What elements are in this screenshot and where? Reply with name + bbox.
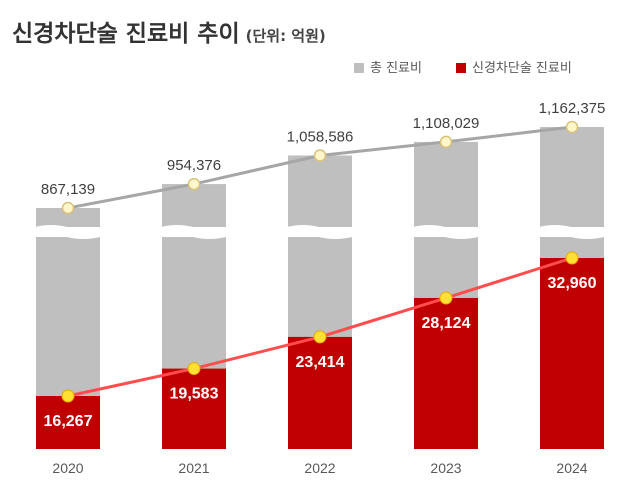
total-bar-upper-2020: [36, 208, 100, 227]
year-label-2023: 2023: [430, 460, 461, 476]
nvd-bar-2023: [414, 297, 478, 449]
total-marker-2024: [565, 120, 579, 134]
legend-swatch-total: [354, 63, 364, 73]
nvd-marker-2022: [313, 330, 327, 344]
total-marker-2023: [439, 135, 453, 149]
nvd-bar-2020: [36, 396, 100, 449]
chart-unit: (단위: 억원): [245, 27, 326, 45]
year-label-2022: 2022: [304, 460, 335, 476]
nvd-bar-2022: [288, 336, 352, 449]
nvd-marker-2021: [187, 362, 201, 376]
total-value-label-2022: 1,058,586: [287, 128, 354, 145]
axis-break-2020: [35, 225, 100, 239]
nvd-value-label-2022: 23,414: [296, 354, 345, 371]
total-marker-2022: [313, 149, 327, 162]
total-value-label-2023: 1,108,029: [413, 115, 480, 132]
total-value-label-2021: 954,376: [167, 157, 221, 174]
axis-break-2023: [413, 225, 478, 239]
total-bar-upper-2023: [414, 141, 478, 227]
year-label-2024: 2024: [556, 460, 587, 476]
total-value-label-2024: 1,162,375: [539, 100, 606, 117]
chart-title-text: 신경차단술 진료비 추이: [12, 21, 240, 47]
total-bar-upper-2024: [540, 127, 604, 227]
nvd-marker-2024: [565, 251, 579, 265]
axis-break-2024: [539, 225, 604, 239]
nvd-bar-2024: [540, 258, 604, 449]
legend-swatch-nvd: [456, 63, 466, 73]
year-label-2020: 2020: [52, 460, 83, 476]
axis-break-2021: [161, 225, 226, 239]
nvd-value-label-2024: 32,960: [548, 275, 597, 292]
total-marker-2020: [61, 201, 75, 215]
total-bar-upper-2022: [288, 155, 352, 227]
nvd-marker-2023: [439, 291, 453, 305]
nvd-value-label-2021: 19,583: [170, 386, 219, 403]
chart-title: 신경차단술 진료비 추이 (단위: 억원): [12, 14, 326, 48]
nvd-marker-2020: [61, 389, 75, 403]
total-marker-2021: [187, 177, 201, 191]
legend-label-nvd: 신경차단술 진료비: [472, 61, 572, 76]
total-bar-upper-2021: [162, 184, 226, 227]
axis-break-2022: [287, 225, 352, 239]
legend: 총 진료비 신경차단술 진료비: [354, 61, 572, 76]
legend-label-total: 총 진료비: [370, 61, 422, 76]
nvd-bar-2021: [162, 368, 226, 449]
year-label-2021: 2021: [178, 460, 209, 476]
nvd-value-label-2023: 28,124: [422, 315, 471, 332]
nvd-value-label-2020: 16,267: [44, 413, 93, 430]
total-value-label-2020: 867,139: [41, 181, 95, 198]
